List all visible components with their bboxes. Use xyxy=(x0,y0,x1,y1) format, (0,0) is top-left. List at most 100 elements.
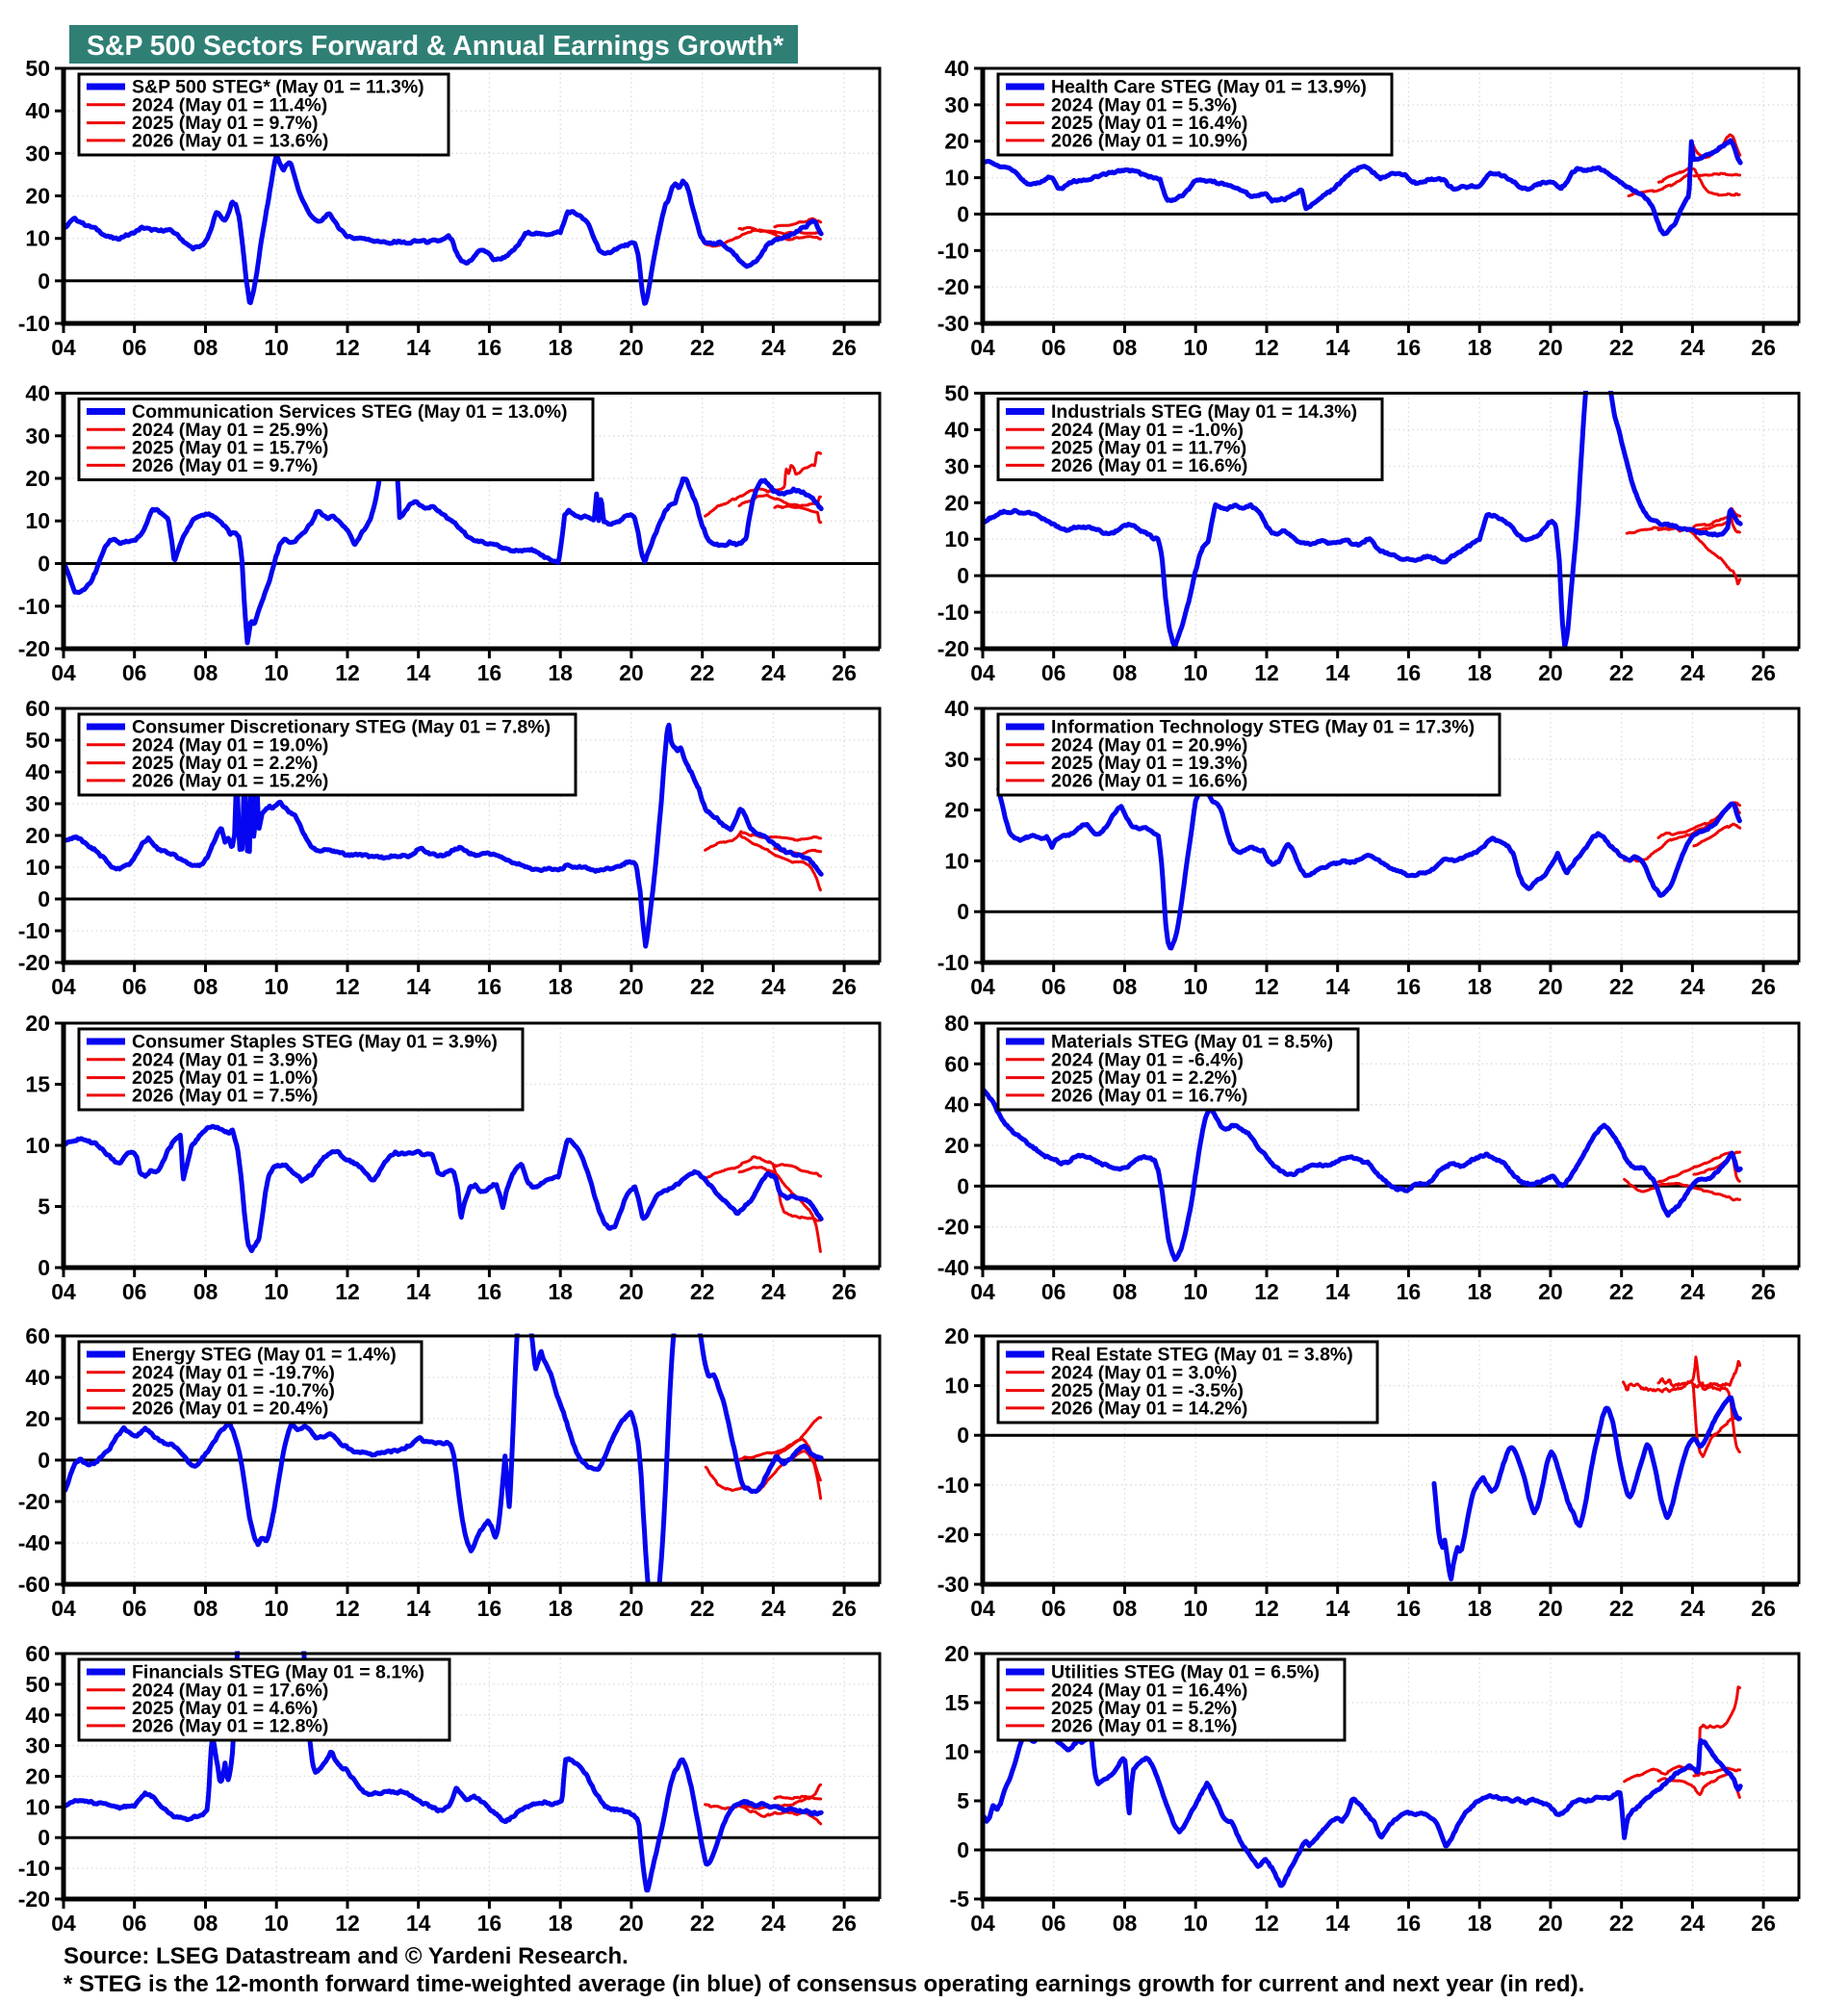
svg-text:40: 40 xyxy=(25,381,50,406)
svg-text:04: 04 xyxy=(970,1279,995,1304)
svg-text:0: 0 xyxy=(38,1255,50,1280)
svg-text:26: 26 xyxy=(832,1596,857,1621)
svg-text:14: 14 xyxy=(1325,1596,1350,1621)
svg-text:-60: -60 xyxy=(18,1572,50,1597)
svg-text:0: 0 xyxy=(957,899,969,924)
svg-text:10: 10 xyxy=(944,166,969,191)
svg-text:12: 12 xyxy=(1254,1279,1279,1304)
svg-text:10: 10 xyxy=(264,1279,289,1304)
svg-text:2026 (May 01 = 16.6%): 2026 (May 01 = 16.6%) xyxy=(1051,770,1247,791)
svg-text:20: 20 xyxy=(944,490,969,515)
svg-text:26: 26 xyxy=(1751,1911,1776,1936)
svg-text:06: 06 xyxy=(122,660,147,685)
svg-text:60: 60 xyxy=(25,1323,50,1348)
svg-text:20: 20 xyxy=(1538,1596,1563,1621)
svg-text:Materials STEG (May 01 = 8.5%): Materials STEG (May 01 = 8.5%) xyxy=(1051,1032,1333,1053)
svg-text:2026 (May 01 = 7.5%): 2026 (May 01 = 7.5%) xyxy=(132,1085,319,1106)
svg-text:18: 18 xyxy=(1467,1279,1492,1304)
svg-text:Industrials STEG (May 01 = 14.: Industrials STEG (May 01 = 14.3%) xyxy=(1051,401,1357,423)
svg-text:10: 10 xyxy=(25,1794,50,1819)
svg-text:20: 20 xyxy=(1538,1279,1563,1304)
svg-text:30: 30 xyxy=(944,92,969,117)
svg-text:2024 (May 01 = -6.4%): 2024 (May 01 = -6.4%) xyxy=(1051,1049,1244,1070)
svg-text:50: 50 xyxy=(25,56,50,81)
svg-text:30: 30 xyxy=(944,747,969,772)
svg-text:16: 16 xyxy=(1397,335,1422,360)
svg-text:Communication Services STEG (M: Communication Services STEG (May 01 = 13… xyxy=(132,401,567,423)
svg-text:-20: -20 xyxy=(18,636,50,661)
svg-text:10: 10 xyxy=(1183,1279,1208,1304)
svg-text:04: 04 xyxy=(970,335,995,360)
svg-text:-20: -20 xyxy=(937,636,969,661)
svg-text:2025 (May 01 = 1.0%): 2025 (May 01 = 1.0%) xyxy=(132,1067,319,1089)
svg-text:2024 (May 01 = 5.3%): 2024 (May 01 = 5.3%) xyxy=(1051,94,1238,116)
svg-text:5: 5 xyxy=(38,1194,50,1219)
svg-text:16: 16 xyxy=(477,1911,502,1936)
svg-text:-10: -10 xyxy=(18,1856,50,1881)
svg-text:12: 12 xyxy=(335,660,360,685)
svg-text:08: 08 xyxy=(1113,335,1138,360)
svg-text:18: 18 xyxy=(548,335,573,360)
svg-text:18: 18 xyxy=(1467,974,1492,999)
svg-text:20: 20 xyxy=(619,1911,644,1936)
svg-text:18: 18 xyxy=(1467,1911,1492,1936)
svg-text:18: 18 xyxy=(548,1911,573,1936)
svg-text:Financials STEG (May 01 = 8.1%: Financials STEG (May 01 = 8.1%) xyxy=(132,1662,424,1683)
svg-text:20: 20 xyxy=(619,660,644,685)
svg-text:12: 12 xyxy=(335,335,360,360)
svg-text:14: 14 xyxy=(1325,335,1350,360)
svg-text:2025 (May 01 = 11.7%): 2025 (May 01 = 11.7%) xyxy=(1051,438,1246,459)
svg-text:08: 08 xyxy=(1113,1911,1138,1936)
svg-text:2025 (May 01 = 19.3%): 2025 (May 01 = 19.3%) xyxy=(1051,753,1247,774)
svg-text:04: 04 xyxy=(51,660,76,685)
svg-text:10: 10 xyxy=(1183,335,1208,360)
svg-text:22: 22 xyxy=(690,1596,715,1621)
svg-text:12: 12 xyxy=(1254,335,1279,360)
svg-text:20: 20 xyxy=(944,1133,969,1158)
svg-text:20: 20 xyxy=(1538,660,1563,685)
svg-text:12: 12 xyxy=(1254,660,1279,685)
svg-text:12: 12 xyxy=(335,1911,360,1936)
svg-text:5: 5 xyxy=(957,1788,969,1813)
svg-text:2024 (May 01 = 20.9%): 2024 (May 01 = 20.9%) xyxy=(1051,734,1247,756)
svg-text:0: 0 xyxy=(957,563,969,588)
svg-text:-40: -40 xyxy=(18,1530,50,1555)
svg-text:04: 04 xyxy=(51,1596,76,1621)
svg-text:20: 20 xyxy=(1538,335,1563,360)
svg-text:06: 06 xyxy=(1041,1911,1066,1936)
svg-text:08: 08 xyxy=(193,1911,218,1936)
svg-text:20: 20 xyxy=(944,1641,969,1666)
svg-text:22: 22 xyxy=(1609,335,1634,360)
svg-text:20: 20 xyxy=(25,466,50,491)
svg-text:14: 14 xyxy=(406,660,431,685)
svg-text:14: 14 xyxy=(406,335,431,360)
svg-text:2024 (May 01 = 25.9%): 2024 (May 01 = 25.9%) xyxy=(132,420,328,441)
svg-text:Health Care STEG (May 01 = 13.: Health Care STEG (May 01 = 13.9%) xyxy=(1051,77,1367,98)
svg-text:2026 (May 01 = 13.6%): 2026 (May 01 = 13.6%) xyxy=(132,130,328,151)
svg-text:04: 04 xyxy=(51,1279,76,1304)
svg-text:08: 08 xyxy=(193,335,218,360)
svg-text:06: 06 xyxy=(1041,660,1066,685)
svg-text:40: 40 xyxy=(944,1092,969,1117)
svg-text:2024 (May 01 = 11.4%): 2024 (May 01 = 11.4%) xyxy=(132,94,327,116)
svg-text:06: 06 xyxy=(122,1596,147,1621)
svg-text:26: 26 xyxy=(1751,974,1776,999)
svg-text:12: 12 xyxy=(335,1596,360,1621)
svg-text:12: 12 xyxy=(335,974,360,999)
svg-text:18: 18 xyxy=(1467,660,1492,685)
svg-text:2026 (May 01 = 10.9%): 2026 (May 01 = 10.9%) xyxy=(1051,130,1247,151)
svg-text:24: 24 xyxy=(1681,660,1706,685)
svg-text:10: 10 xyxy=(264,335,289,360)
svg-text:Consumer Discretionary STEG (M: Consumer Discretionary STEG (May 01 = 7.… xyxy=(132,717,551,738)
svg-text:04: 04 xyxy=(970,1596,995,1621)
svg-text:16: 16 xyxy=(477,1279,502,1304)
svg-text:-20: -20 xyxy=(937,1522,969,1547)
svg-text:0: 0 xyxy=(38,886,50,911)
svg-text:08: 08 xyxy=(1113,660,1138,685)
svg-text:2025 (May 01 = 2.2%): 2025 (May 01 = 2.2%) xyxy=(132,753,319,774)
svg-text:Source: LSEG Datastream and ©: Source: LSEG Datastream and © Yardeni Re… xyxy=(64,1943,629,1969)
svg-text:06: 06 xyxy=(122,335,147,360)
svg-text:2026 (May 01 = 12.8%): 2026 (May 01 = 12.8%) xyxy=(132,1715,328,1736)
svg-text:2024 (May 01 = -19.7%): 2024 (May 01 = -19.7%) xyxy=(132,1362,335,1383)
svg-text:06: 06 xyxy=(122,974,147,999)
